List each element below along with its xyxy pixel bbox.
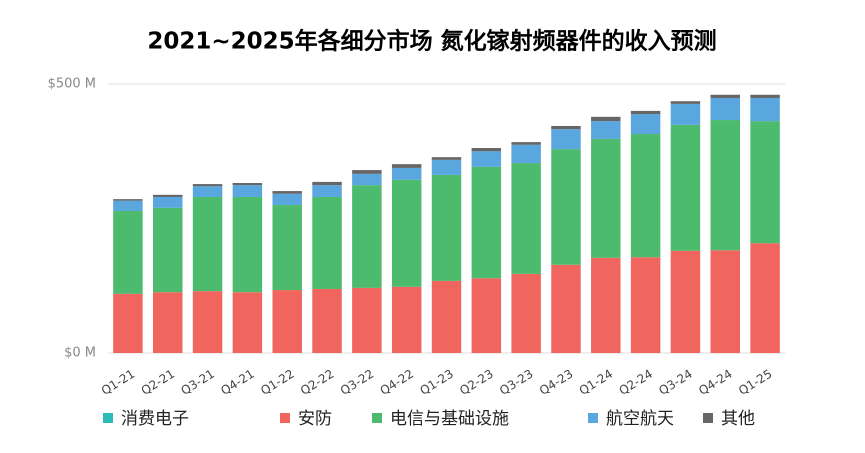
- legend-swatch: [103, 413, 113, 423]
- bar-segment: [352, 170, 382, 174]
- bar-segment: [551, 125, 581, 130]
- bar-segment: [511, 144, 541, 164]
- bar-segment: [153, 292, 183, 353]
- bar-segment: [431, 157, 462, 160]
- bar-segment: [591, 138, 621, 258]
- bar-segment: [352, 185, 382, 288]
- bar-segment: [272, 191, 302, 194]
- bar-segment: [750, 97, 780, 122]
- bar-segment: [192, 291, 223, 353]
- legend-swatch: [703, 413, 713, 423]
- bar-segment: [232, 185, 263, 197]
- bar-segment: [391, 179, 422, 287]
- legend-label: 航空航天: [606, 409, 674, 429]
- legend-label: 其他: [721, 409, 755, 429]
- bar-segment: [272, 290, 302, 353]
- bar-segment: [153, 207, 183, 293]
- bar-segment: [630, 114, 661, 135]
- bar-segment: [591, 257, 621, 353]
- legend-swatch: [280, 413, 290, 423]
- bar-segment: [312, 288, 342, 353]
- bar-segment: [471, 278, 502, 353]
- bar-segment: [391, 164, 422, 168]
- bar-segment: [192, 196, 223, 292]
- bar-segment: [670, 250, 701, 353]
- legend-swatch: [372, 413, 382, 423]
- bar-segment: [670, 103, 701, 125]
- bar-segment: [710, 94, 740, 98]
- bar-segment: [710, 97, 740, 121]
- bar-segment: [153, 196, 183, 208]
- bar-segment: [312, 185, 342, 197]
- bar-segment: [113, 210, 143, 294]
- bar-segment: [750, 94, 780, 98]
- bar-segment: [710, 120, 740, 251]
- y-tick-label: $500 M: [48, 77, 96, 92]
- legend-swatch: [588, 413, 598, 423]
- bar-segment: [551, 149, 581, 265]
- legend-label: 安防: [298, 409, 332, 429]
- bar-segment: [630, 110, 661, 115]
- bar-segment: [192, 186, 223, 197]
- bar-segment: [431, 280, 462, 353]
- bar-segment: [312, 181, 342, 186]
- bar-segment: [750, 121, 780, 244]
- bar-segment: [670, 101, 701, 104]
- bar-segment: [630, 257, 661, 353]
- bar-segment: [113, 200, 143, 211]
- bar-segment: [272, 205, 302, 291]
- bar-segment: [113, 199, 143, 201]
- bar-segment: [153, 194, 183, 197]
- bar-segment: [551, 264, 581, 353]
- bar-segment: [511, 163, 541, 274]
- bar-segment: [471, 151, 502, 167]
- bar-segment: [391, 167, 422, 180]
- bar-segment: [232, 292, 263, 353]
- y-tick-label: $0 M: [64, 346, 96, 361]
- bar-segment: [670, 124, 701, 251]
- bar-segment: [391, 286, 422, 353]
- bar-segment: [750, 243, 780, 353]
- bar-segment: [192, 184, 223, 187]
- bar-segment: [591, 116, 621, 122]
- legend-label: 电信与基础设施: [390, 409, 509, 429]
- bar-segment: [232, 196, 263, 293]
- bar-segment: [710, 250, 740, 353]
- legend-label: 消费电子: [121, 409, 189, 429]
- bar-segment: [511, 273, 541, 353]
- bar-segment: [591, 121, 621, 139]
- bar-segment: [312, 196, 342, 289]
- bar-segment: [272, 193, 302, 206]
- chart-title: 2021~2025年各细分市场 氮化镓射频器件的收入预测: [147, 28, 716, 55]
- bar-segment: [431, 174, 462, 281]
- bar-segment: [431, 159, 462, 175]
- bar-segment: [232, 182, 263, 186]
- bar-segment: [471, 148, 502, 152]
- bar-segment: [352, 173, 382, 186]
- bar-segment: [471, 166, 502, 279]
- bar-segment: [352, 287, 382, 353]
- bar-segment: [113, 293, 143, 353]
- bar-segment: [511, 142, 541, 145]
- bar-segment: [551, 129, 581, 150]
- bar-segment: [630, 134, 661, 258]
